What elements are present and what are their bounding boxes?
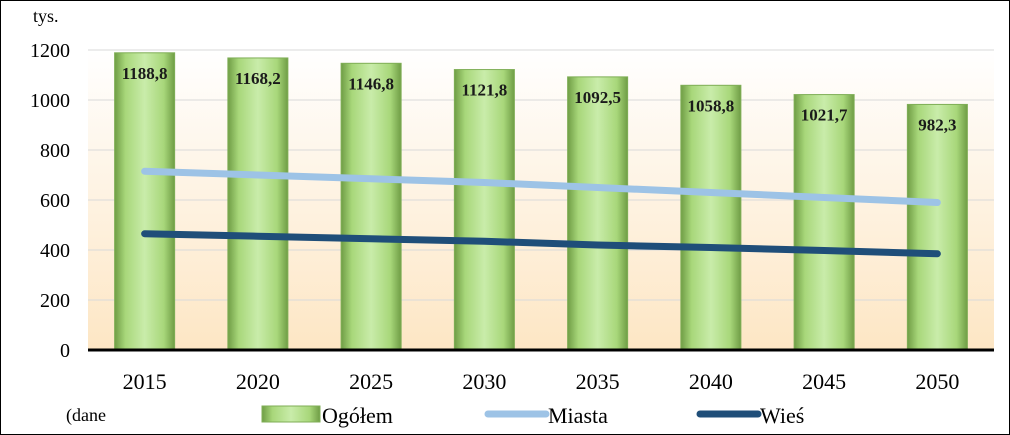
y-tick-label: 800 [40, 140, 70, 162]
y-tick-label: 200 [40, 290, 70, 312]
x-tick-label: 2035 [576, 369, 620, 394]
unit-label: tys. [33, 6, 59, 26]
bar-ogolem [793, 94, 855, 351]
bar-ogolem [906, 103, 968, 351]
y-tick-label: 1000 [30, 90, 70, 112]
x-tick-label: 2015 [123, 369, 167, 394]
legend: Ogółem Miasta Wieś [261, 403, 804, 428]
x-tick-label: 2030 [462, 369, 506, 394]
x-tick-label: 2045 [802, 369, 846, 394]
y-tick-label: 400 [40, 240, 70, 262]
line-miasta [141, 167, 941, 206]
legend-label: Miasta [548, 403, 608, 428]
x-tick-label: 2050 [915, 369, 959, 394]
bar-data-label: 1188,8 [122, 64, 168, 83]
source-note: (dane [66, 405, 106, 426]
x-tick-label: 2020 [236, 369, 280, 394]
bar-data-label: 1058,8 [688, 96, 735, 115]
legend-label: Wieś [760, 403, 804, 428]
legend-label: Ogółem [322, 403, 393, 428]
x-tick-label: 2025 [349, 369, 393, 394]
bar-ogolem [567, 76, 629, 351]
x-tick-label: 2040 [689, 369, 733, 394]
line-wieś [141, 230, 941, 258]
y-tick-label: 600 [40, 190, 70, 212]
y-tick-label: 1200 [30, 40, 70, 62]
bar-ogolem [453, 69, 515, 351]
bar-data-label: 1168,2 [235, 69, 281, 88]
bar-ogolem [227, 57, 289, 351]
bar-data-label: 982,3 [918, 115, 956, 134]
y-tick-label: 0 [60, 340, 70, 362]
y-axis-ticks: 0 200 400 600 800 1000 1200 [30, 40, 70, 362]
bar-ogolem [114, 52, 176, 351]
bar-data-labels: 1188,8 1168,2 1146,8 1121,8 1092,5 1058,8 1021… [122, 64, 957, 135]
line-series [141, 167, 941, 258]
legend-swatch-ogółem [261, 405, 321, 423]
bar-data-label: 1121,8 [461, 81, 507, 100]
bar-ogolem [340, 62, 402, 351]
bar-data-label: 1021,7 [801, 106, 848, 125]
bar-series-ogolem [114, 52, 968, 351]
bar-ogolem [680, 84, 742, 351]
bar-data-label: 1092,5 [574, 88, 621, 107]
bar-data-label: 1146,8 [348, 74, 394, 93]
x-axis-ticks: 2015 2020 2025 2030 2035 2040 2045 2050 [123, 369, 960, 394]
